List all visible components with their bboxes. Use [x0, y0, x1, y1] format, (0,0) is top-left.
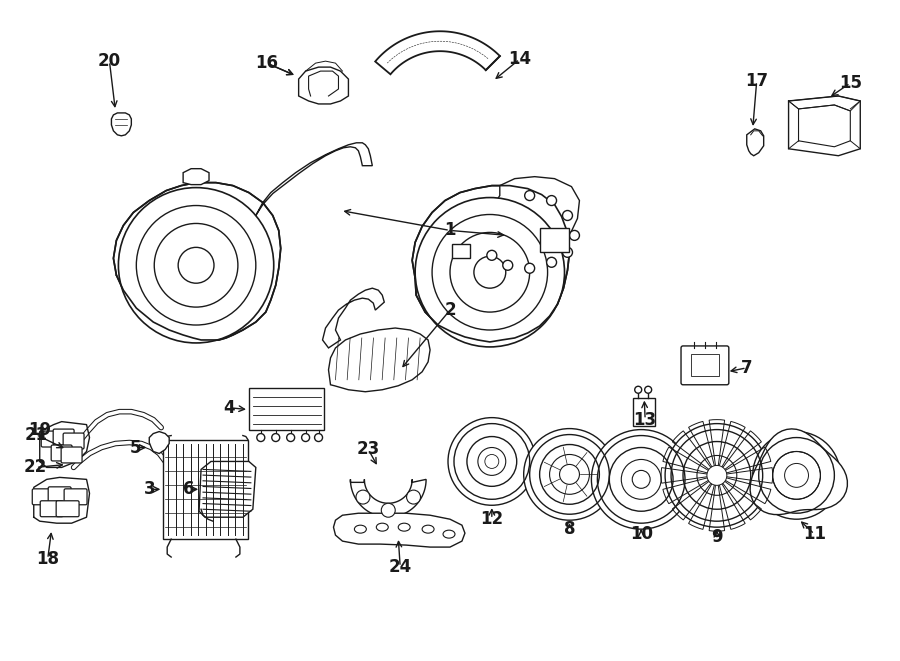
Polygon shape: [199, 461, 256, 517]
Circle shape: [315, 434, 322, 442]
Circle shape: [562, 210, 572, 221]
Text: 19: 19: [28, 420, 51, 439]
Polygon shape: [183, 169, 209, 184]
Circle shape: [287, 434, 294, 442]
Polygon shape: [375, 31, 500, 74]
Polygon shape: [328, 328, 430, 392]
Circle shape: [119, 188, 274, 343]
Circle shape: [382, 503, 395, 517]
Circle shape: [591, 430, 691, 529]
Polygon shape: [788, 96, 860, 156]
Polygon shape: [350, 479, 426, 517]
Circle shape: [546, 196, 556, 206]
Text: 5: 5: [130, 438, 141, 457]
Text: 3: 3: [143, 481, 155, 498]
Ellipse shape: [422, 525, 434, 533]
Circle shape: [634, 386, 642, 393]
Text: 10: 10: [630, 525, 652, 543]
Text: 13: 13: [634, 410, 657, 428]
Ellipse shape: [443, 530, 455, 538]
Circle shape: [524, 428, 616, 520]
Text: 20: 20: [98, 52, 121, 70]
Text: 17: 17: [745, 72, 769, 90]
Circle shape: [752, 432, 841, 519]
Circle shape: [407, 490, 420, 504]
FancyBboxPatch shape: [634, 398, 655, 426]
FancyBboxPatch shape: [51, 445, 72, 461]
Circle shape: [302, 434, 310, 442]
FancyBboxPatch shape: [248, 388, 323, 430]
FancyBboxPatch shape: [32, 489, 55, 505]
Ellipse shape: [355, 525, 366, 533]
Circle shape: [632, 471, 650, 488]
Text: 4: 4: [223, 399, 235, 416]
Circle shape: [570, 231, 580, 241]
Circle shape: [256, 434, 265, 442]
Circle shape: [272, 434, 280, 442]
Text: 1: 1: [445, 221, 455, 239]
Text: 14: 14: [508, 50, 531, 68]
Polygon shape: [334, 513, 465, 547]
Text: 18: 18: [36, 550, 59, 568]
Circle shape: [644, 386, 652, 393]
Polygon shape: [256, 143, 373, 215]
Polygon shape: [747, 129, 764, 156]
Circle shape: [503, 260, 513, 270]
Polygon shape: [412, 186, 570, 342]
Circle shape: [415, 198, 564, 347]
Circle shape: [525, 263, 535, 273]
FancyBboxPatch shape: [41, 431, 62, 447]
FancyBboxPatch shape: [53, 429, 74, 445]
FancyBboxPatch shape: [61, 447, 82, 463]
FancyBboxPatch shape: [64, 489, 87, 505]
Circle shape: [546, 257, 556, 267]
Ellipse shape: [398, 524, 410, 531]
Polygon shape: [149, 432, 169, 453]
Text: 6: 6: [184, 481, 195, 498]
Circle shape: [356, 490, 370, 504]
Text: 2: 2: [445, 301, 455, 319]
Circle shape: [485, 455, 499, 469]
Text: 9: 9: [711, 528, 723, 546]
Text: 8: 8: [563, 520, 575, 538]
Text: 22: 22: [24, 459, 48, 477]
Ellipse shape: [376, 524, 388, 531]
Polygon shape: [322, 288, 384, 348]
Circle shape: [562, 247, 572, 257]
Circle shape: [525, 190, 535, 200]
Text: 16: 16: [256, 54, 278, 72]
FancyBboxPatch shape: [452, 245, 470, 258]
FancyBboxPatch shape: [56, 501, 79, 517]
Polygon shape: [478, 176, 580, 268]
Circle shape: [706, 465, 727, 485]
Text: 12: 12: [481, 510, 503, 528]
FancyBboxPatch shape: [540, 229, 570, 253]
Circle shape: [487, 251, 497, 260]
Polygon shape: [750, 429, 847, 515]
FancyBboxPatch shape: [163, 440, 248, 539]
Text: 23: 23: [356, 440, 380, 459]
Text: 24: 24: [389, 558, 412, 576]
Polygon shape: [299, 67, 348, 104]
Circle shape: [785, 463, 808, 487]
FancyBboxPatch shape: [40, 501, 63, 517]
Text: 7: 7: [741, 359, 752, 377]
Polygon shape: [113, 182, 281, 340]
Text: 11: 11: [803, 525, 826, 543]
Circle shape: [448, 418, 536, 505]
FancyBboxPatch shape: [49, 487, 71, 503]
FancyBboxPatch shape: [63, 433, 84, 449]
FancyBboxPatch shape: [681, 346, 729, 385]
Text: 21: 21: [24, 426, 48, 444]
Polygon shape: [112, 113, 131, 136]
Text: 15: 15: [839, 74, 862, 92]
Circle shape: [665, 424, 769, 527]
